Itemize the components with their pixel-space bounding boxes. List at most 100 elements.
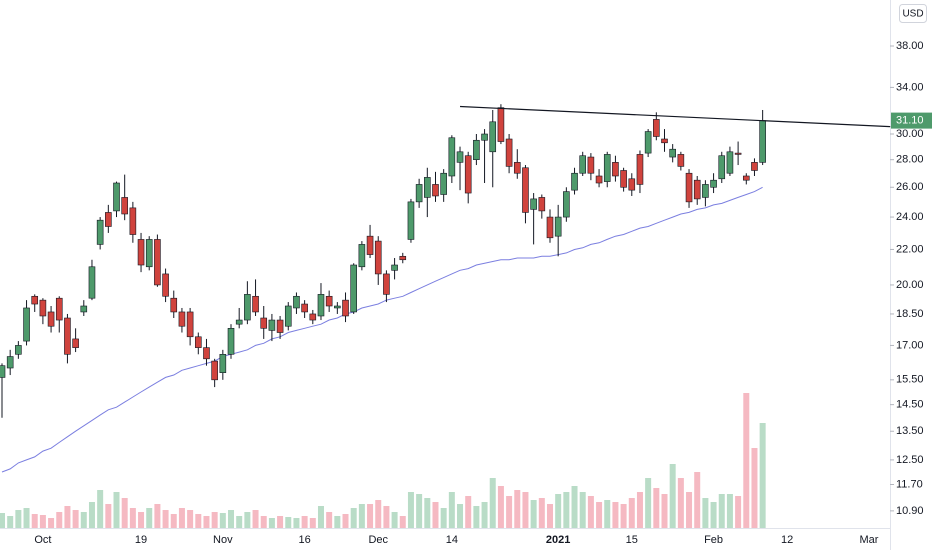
- candle-body: [325, 295, 333, 307]
- candle-body: [137, 239, 145, 266]
- volume-bar: [293, 518, 300, 528]
- candle-body: [563, 191, 570, 218]
- candle-body: [464, 155, 472, 194]
- volume-bar: [661, 494, 668, 528]
- candle-body: [284, 305, 292, 327]
- volume-bar: [31, 514, 38, 528]
- x-tick-label: Mar: [859, 534, 878, 546]
- volume-bar: [375, 500, 382, 528]
- volume-bar: [244, 512, 251, 528]
- volume-bar: [604, 500, 611, 528]
- candle-body: [726, 151, 734, 174]
- volume-bar: [72, 510, 79, 528]
- x-tick-label: 14: [446, 534, 458, 546]
- candle-body: [546, 216, 554, 239]
- volume-bar: [620, 504, 627, 528]
- candle-body: [374, 240, 382, 275]
- candle-body: [154, 239, 161, 286]
- candle-body: [530, 198, 537, 210]
- candle-body: [489, 121, 497, 153]
- candle-body: [644, 131, 652, 154]
- currency-button[interactable]: [899, 4, 927, 23]
- x-tick-label: 19: [135, 534, 147, 546]
- volume-bar: [571, 486, 578, 528]
- candle-body: [473, 139, 480, 160]
- x-tick-label: 16: [298, 534, 310, 546]
- y-tick-label: 14.50: [896, 399, 924, 411]
- volume-bar: [465, 496, 472, 528]
- candle-body: [80, 305, 88, 313]
- volume-bar: [612, 502, 619, 528]
- volume-bar: [489, 478, 496, 528]
- x-tick-label: 2021: [546, 534, 570, 546]
- y-tick-label: 12.50: [896, 454, 924, 466]
- currency-label: USD: [902, 9, 923, 20]
- y-tick-label: 38.00: [896, 40, 924, 52]
- volume-bar: [326, 512, 333, 528]
- volume-bar: [367, 504, 374, 528]
- candle-body: [96, 219, 104, 245]
- candle-body: [129, 207, 137, 235]
- trendline: [459, 105, 891, 128]
- candle-body: [194, 336, 202, 348]
- candle-body: [64, 317, 71, 355]
- y-tick-label: 26.00: [896, 181, 924, 193]
- candle-body: [39, 299, 47, 317]
- volume-bar: [710, 502, 717, 528]
- last-price-label: 31.10: [896, 115, 924, 127]
- volume-bar: [522, 492, 529, 528]
- candle-body: [121, 197, 128, 215]
- candle-body: [55, 297, 63, 321]
- candle-body: [661, 138, 668, 144]
- candle-body: [685, 172, 693, 203]
- candle-body: [612, 162, 619, 177]
- candle-body: [309, 313, 317, 321]
- volume-bar: [236, 516, 243, 528]
- candle-body: [88, 266, 96, 299]
- candle-body: [620, 170, 627, 188]
- volume-bar: [105, 504, 112, 528]
- candle-body: [407, 201, 415, 240]
- volume-bar: [751, 448, 758, 528]
- candle-body: [342, 299, 349, 317]
- volume-bar: [555, 494, 562, 528]
- candle-body: [734, 152, 742, 155]
- volume-bar: [726, 494, 733, 528]
- candle-body: [317, 294, 325, 317]
- volume-bar: [416, 494, 423, 528]
- candle-body: [366, 235, 374, 255]
- candle-body: [432, 184, 439, 197]
- volume-bar: [154, 504, 161, 528]
- candle-body: [227, 328, 235, 355]
- candle-body: [244, 294, 251, 321]
- volume-bar: [23, 508, 30, 528]
- volume-bar: [121, 498, 128, 528]
- candle-body: [497, 107, 505, 142]
- volume-bar: [334, 516, 341, 528]
- candle-body: [415, 184, 423, 203]
- candle-body: [162, 273, 169, 297]
- candle-body: [669, 148, 676, 158]
- volume-bar: [579, 492, 586, 528]
- volume-bar: [317, 506, 324, 528]
- candle-body: [718, 155, 726, 180]
- candle-body: [170, 297, 178, 313]
- volume-bar: [391, 512, 398, 528]
- x-tick-label: Feb: [704, 534, 723, 546]
- volume-bar: [56, 512, 63, 528]
- candle-body: [702, 184, 709, 198]
- volume-bar: [538, 498, 545, 528]
- candle-body: [710, 179, 717, 188]
- volume-bar: [669, 464, 676, 528]
- volume-bar: [743, 393, 750, 528]
- candle-body: [759, 120, 766, 163]
- volume-bar: [399, 516, 406, 528]
- x-tick-label: 12: [781, 534, 793, 546]
- volume-bar: [636, 492, 643, 528]
- candle-body: [219, 353, 227, 373]
- x-tick-label: 15: [626, 534, 638, 546]
- candle-body: [72, 338, 79, 348]
- y-tick-label: 28.00: [896, 154, 924, 166]
